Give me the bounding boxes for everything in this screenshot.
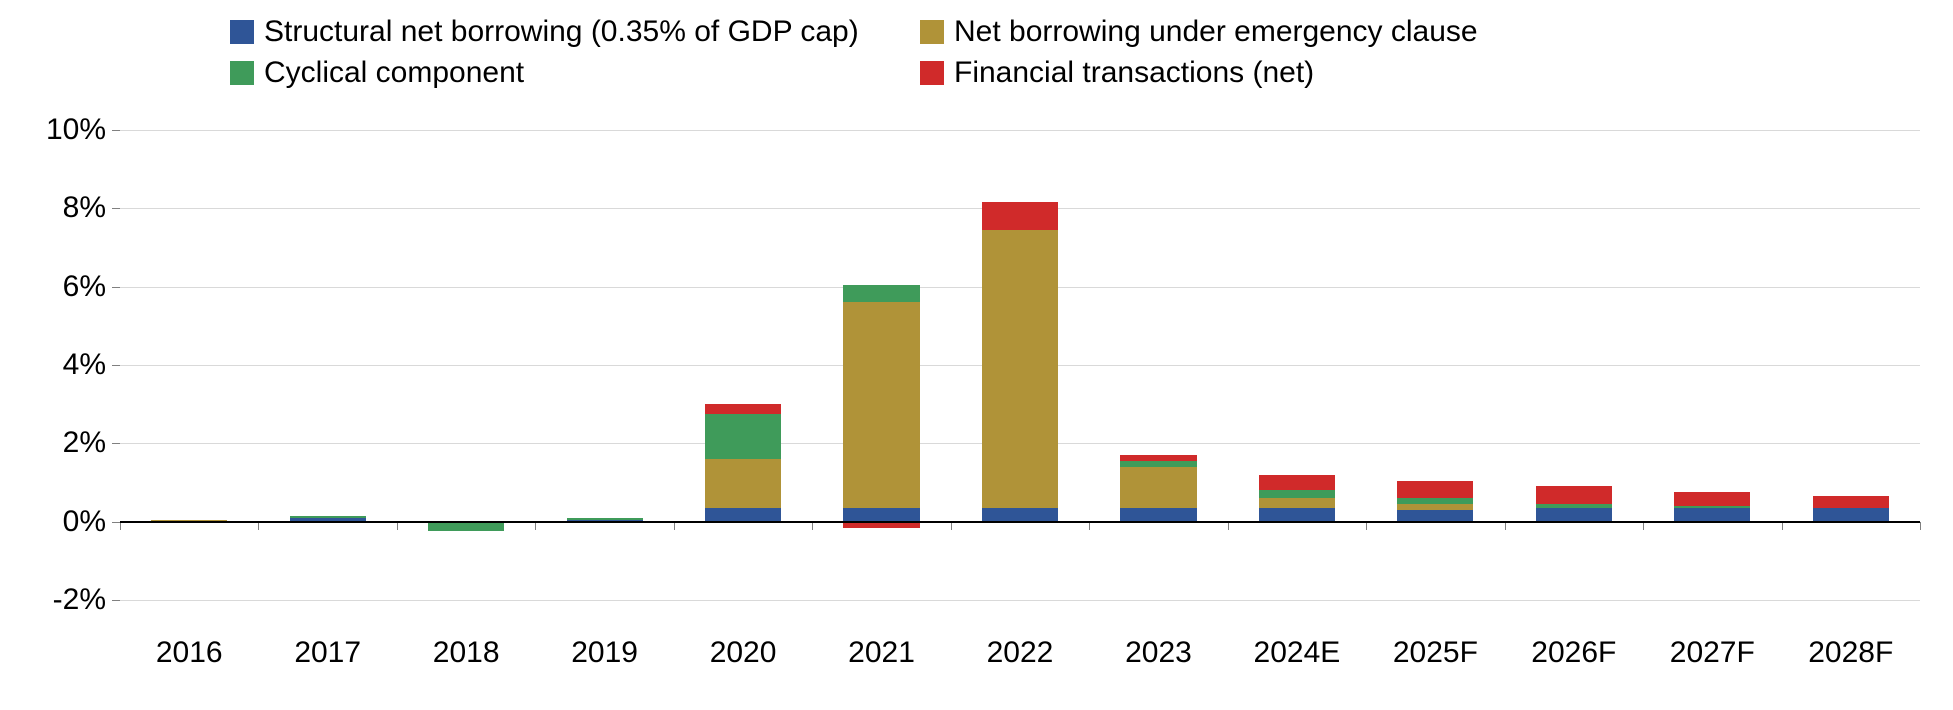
x-axis-tick-label: 2020 — [710, 636, 777, 670]
legend-item-structural: Structural net borrowing (0.35% of GDP c… — [230, 12, 890, 53]
y-axis-tick-label: -2% — [53, 583, 106, 617]
bar-segment-emergency — [843, 302, 919, 508]
x-axis-tick-label: 2028F — [1808, 636, 1893, 670]
bar-segment-structural — [982, 508, 1058, 522]
legend-swatch-icon — [920, 61, 944, 85]
gridline — [120, 130, 1920, 131]
y-axis-tick-label: 8% — [63, 191, 106, 225]
bar-segment-emergency — [1120, 467, 1196, 508]
bar-segment-cyclical — [567, 518, 643, 520]
bar-segment-structural — [1674, 508, 1750, 522]
x-axis-tick-label: 2025F — [1393, 636, 1478, 670]
bar-segment-structural — [1120, 508, 1196, 522]
bar-segment-structural — [705, 508, 781, 522]
bar-segment-emergency — [982, 230, 1058, 508]
x-axis-tick-label: 2022 — [987, 636, 1054, 670]
x-axis-tick-label: 2018 — [433, 636, 500, 670]
y-axis-tick-label: 4% — [63, 348, 106, 382]
legend-swatch-icon — [230, 61, 254, 85]
legend-swatch-icon — [230, 20, 254, 44]
bar-segment-financial — [1536, 486, 1612, 504]
legend: Structural net borrowing (0.35% of GDP c… — [230, 12, 1730, 93]
bar-segment-financial — [1397, 481, 1473, 499]
x-axis-tick-label: 2026F — [1531, 636, 1616, 670]
gridline — [120, 600, 1920, 601]
bar-segment-emergency — [1259, 498, 1335, 508]
x-axis-tick-label: 2016 — [156, 636, 223, 670]
legend-swatch-icon — [920, 20, 944, 44]
bar-segment-emergency — [1397, 504, 1473, 510]
bar-segment-cyclical — [705, 414, 781, 459]
bar-segment-financial — [1120, 455, 1196, 461]
legend-label: Structural net borrowing (0.35% of GDP c… — [264, 12, 859, 53]
x-axis-tick-label: 2021 — [848, 636, 915, 670]
legend-label: Financial transactions (net) — [954, 53, 1314, 94]
bar-segment-cyclical — [290, 516, 366, 518]
y-axis-tick-label: 2% — [63, 426, 106, 460]
bar-segment-financial — [1813, 496, 1889, 508]
bar-segment-cyclical — [843, 285, 919, 303]
bar-segment-cyclical — [1120, 461, 1196, 467]
y-axis-tick-label: 0% — [63, 505, 106, 539]
legend-item-cyclical: Cyclical component — [230, 53, 890, 94]
x-axis-tick-label: 2023 — [1125, 636, 1192, 670]
bar-segment-emergency — [705, 459, 781, 508]
legend-item-financial: Financial transactions (net) — [920, 53, 1314, 94]
plot-area: -2%0%2%4%6%8%10%201620172018201920202021… — [120, 130, 1920, 600]
x-axis-tick-label: 2027F — [1670, 636, 1755, 670]
x-axis-tick-label: 2019 — [571, 636, 638, 670]
bar-segment-structural — [1259, 508, 1335, 522]
y-axis-tick-label: 6% — [63, 270, 106, 304]
bar-segment-cyclical — [1536, 504, 1612, 508]
bar-segment-cyclical — [1674, 506, 1750, 508]
legend-item-emergency: Net borrowing under emergency clause — [920, 12, 1478, 53]
bar-segment-financial — [1674, 492, 1750, 506]
bar-segment-structural — [1813, 508, 1889, 522]
y-axis-tick-label: 10% — [46, 113, 106, 147]
legend-label: Net borrowing under emergency clause — [954, 12, 1478, 53]
bar-segment-financial — [705, 404, 781, 414]
bar-segment-structural — [843, 508, 919, 522]
bar-segment-financial — [1259, 475, 1335, 491]
bar-segment-cyclical — [1397, 498, 1473, 504]
bar-segment-cyclical — [428, 522, 504, 532]
bar-segment-structural — [1536, 508, 1612, 522]
bar-segment-financial — [982, 202, 1058, 229]
x-axis-tick-label: 2024E — [1254, 636, 1341, 670]
chart-container: Structural net borrowing (0.35% of GDP c… — [0, 0, 1953, 710]
x-axis-tick-label: 2017 — [294, 636, 361, 670]
legend-label: Cyclical component — [264, 53, 524, 94]
bar-segment-cyclical — [1259, 490, 1335, 498]
x-axis-line — [120, 521, 1920, 523]
